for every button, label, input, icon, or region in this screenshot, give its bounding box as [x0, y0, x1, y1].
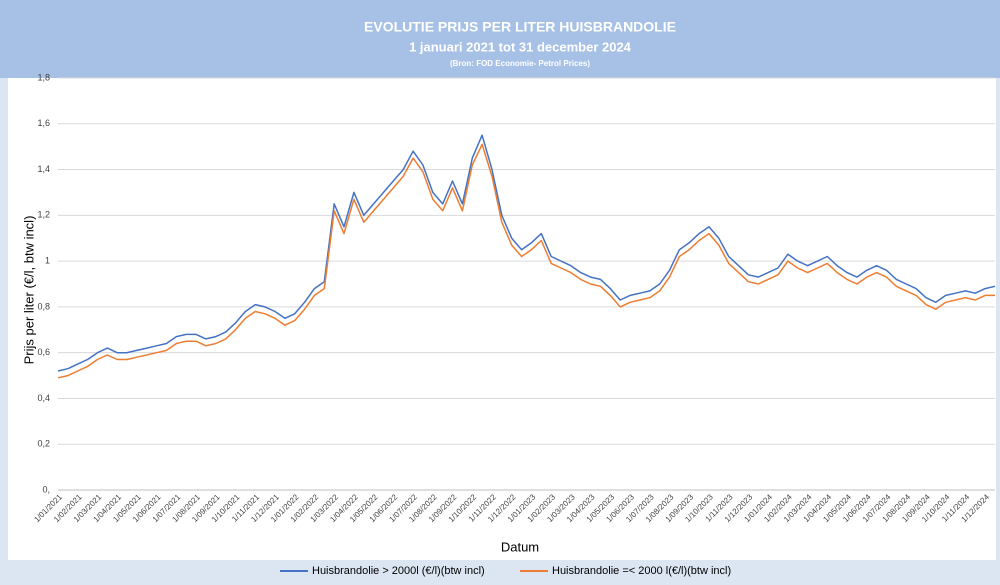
chart-subtitle: 1 januari 2021 tot 31 december 2024: [409, 39, 632, 54]
plot-background: [8, 78, 996, 560]
y-tick-label: 1,8: [37, 72, 50, 82]
series-line: [57, 143, 995, 379]
y-tick-label: 1,4: [37, 164, 50, 174]
y-tick-label: 0,4: [37, 393, 50, 403]
x-axis-label: Datum: [501, 539, 539, 554]
y-tick-label: 1,6: [37, 118, 50, 128]
chart-title: EVOLUTIE PRIJS PER LITER HUISBRANDOLIE: [364, 19, 676, 35]
header-band: [0, 0, 1000, 78]
chart-source: (Bron: FOD Economie- Petrol Prices): [450, 59, 590, 68]
y-tick-label: 0,6: [37, 347, 50, 357]
y-tick-label: 1,2: [37, 210, 50, 220]
y-tick-label: 1: [45, 255, 50, 265]
series-line: [57, 134, 996, 372]
legend-label: Huisbrandolie > 2000l (€/l)(btw incl): [312, 565, 485, 577]
legend-label: Huisbrandolie =< 2000 l(€/l)(btw incl): [552, 565, 731, 577]
y-axis-label: Prijs per liter (€/l, btw incl): [21, 216, 36, 365]
y-tick-label: 0,8: [37, 301, 50, 311]
y-tick-label: 0,: [42, 484, 50, 494]
y-tick-label: 0,2: [37, 439, 50, 449]
